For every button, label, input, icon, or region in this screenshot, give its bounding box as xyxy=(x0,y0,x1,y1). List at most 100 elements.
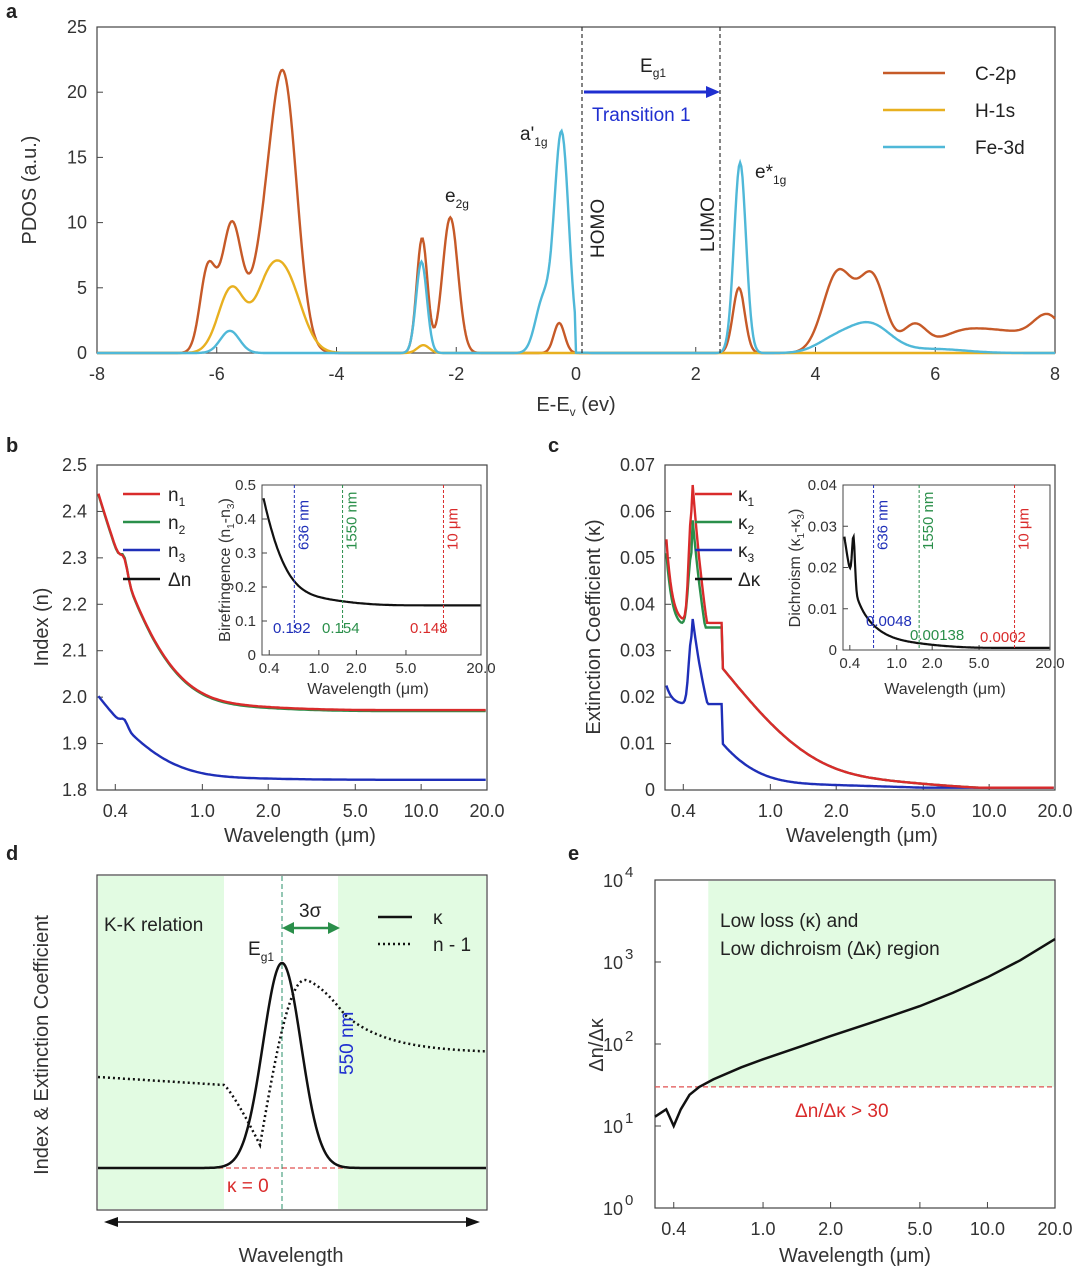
inset-marker-label: 10 μm xyxy=(444,508,461,550)
ratio-curve xyxy=(654,938,1056,1130)
panel-label-e: e xyxy=(568,843,579,865)
y-tick-label: 2.2 xyxy=(62,594,87,614)
legend-label-n-minus-1: n - 1 xyxy=(433,935,471,956)
panel-a-pdos-chart: -8 -6 -4 -2 0 2 4 6 8 0 5 10 15 20 25 HOMO LUMO Eg1 Tr… xyxy=(19,17,1060,419)
inset-x-tick-label: 20.0 xyxy=(466,660,495,677)
kappa-curve xyxy=(98,961,486,1170)
inset-marker-label: 1550 nm xyxy=(920,492,937,550)
y-tick-label: 0 xyxy=(77,343,87,363)
index-line-0 xyxy=(97,493,486,712)
panel-b-inset-xlabel: Wavelength (μm) xyxy=(307,681,429,698)
kk-region-right xyxy=(338,876,486,1209)
inset-x-tick-label: 5.0 xyxy=(969,655,990,672)
inset-x-tick-label: 1.0 xyxy=(308,660,329,677)
inset-x-tick-label: 1.0 xyxy=(886,655,907,672)
panel-c-inset-ylabel: Dichroism (κ1-κ3) xyxy=(787,509,807,628)
panel-b-inset: 0.4 1.0 2.0 5.0 20.0 0 0.1 0.2 0.3 0.4 0.5 636 nm 0… xyxy=(217,477,496,698)
x-tick-label: 1.0 xyxy=(751,1219,776,1239)
three-sigma-arrowhead-right xyxy=(328,922,340,934)
panel-b-inset-ylabel: Birefringence (n1-n3) xyxy=(217,498,237,642)
panel-b-frame xyxy=(96,464,488,791)
legend-label-k3: κ3 xyxy=(738,541,755,565)
y-tick-label: 1.9 xyxy=(62,734,87,754)
x-tick-label: 6 xyxy=(930,364,940,384)
y-tick-exponent: 0 xyxy=(625,1192,633,1209)
inset-marker-value: 0.0048 xyxy=(866,613,912,630)
x-tick-label: 10.0 xyxy=(972,801,1007,821)
extinction-line-2 xyxy=(665,484,1054,789)
inset-x-tick-label: 5.0 xyxy=(396,660,417,677)
x-tick-label: 2.0 xyxy=(256,801,281,821)
panel-e-xlabel: Wavelength (μm) xyxy=(779,1245,931,1267)
y-tick-label: 2.3 xyxy=(62,548,87,568)
inset-marker-value: 0.192 xyxy=(273,620,311,637)
panel-c-extinction-chart: 0.4 1.0 2.0 5.0 10.0 20.0 0 0.01 0.02 0.03 0.04 0.0… xyxy=(583,455,1073,847)
panel-label-b: b xyxy=(6,435,18,457)
x-tick-label: -6 xyxy=(209,364,225,384)
inset-x-tick-label: 0.4 xyxy=(839,655,860,672)
e2g-label: e2g xyxy=(445,186,469,211)
x-tick-label: 0 xyxy=(571,364,581,384)
panel-c-frame xyxy=(664,464,1056,791)
x-tick-label: -4 xyxy=(328,364,344,384)
x-tick-label: 2 xyxy=(691,364,701,384)
inset-marker-value: 0.00138 xyxy=(910,627,964,644)
x-tick-label: 8 xyxy=(1050,364,1060,384)
y-tick-label: 10 xyxy=(603,1035,623,1055)
y-tick-label: 0.06 xyxy=(620,501,655,521)
inset-y-tick-label: 0 xyxy=(829,642,837,659)
y-tick-label: 0.05 xyxy=(620,548,655,568)
legend-label-dk: Δκ xyxy=(738,570,761,591)
kappa-zero-label: κ = 0 xyxy=(227,1176,269,1197)
legend-label-dn: Δn xyxy=(168,570,191,591)
legend-label-fe3d: Fe-3d xyxy=(975,138,1025,159)
inset-x-tick-label: 0.4 xyxy=(259,660,280,677)
homo-label: HOMO xyxy=(588,199,609,258)
panel-a-ylabel: PDOS (a.u.) xyxy=(19,136,41,245)
y-tick-label: 2.1 xyxy=(62,641,87,661)
dichroism-line xyxy=(843,532,1050,649)
e1g-star-label: e*1g xyxy=(755,162,786,187)
y-tick-label: 10 xyxy=(603,1199,623,1219)
x-tick-label: 0.4 xyxy=(671,801,696,821)
y-tick-label: 2.4 xyxy=(62,501,87,521)
panel-c-ticks: 0.4 1.0 2.0 5.0 10.0 20.0 0 0.01 0.02 0.03 0.04 0.0… xyxy=(620,455,1073,821)
legend-label-c2p: C-2p xyxy=(975,64,1016,85)
y-tick-label: 0.01 xyxy=(620,734,655,754)
panel-a-xlabel: E-Ev (ev) xyxy=(536,394,615,419)
y-tick-label: 10 xyxy=(603,1117,623,1137)
legend-label-kappa: κ xyxy=(433,908,443,929)
x-tick-label: 10.0 xyxy=(970,1219,1005,1239)
x-tick-label: 1.0 xyxy=(190,801,215,821)
y-tick-label: 10 xyxy=(603,953,623,973)
pdos-line-c-2p xyxy=(97,68,1056,355)
x-tick-label: 0.4 xyxy=(661,1219,686,1239)
inset-marker-label: 636 nm xyxy=(295,500,312,550)
panel-b-ticks: 0.4 1.0 2.0 5.0 10.0 20.0 1.8 1.9 2.0 2.1 2.2 2.3 2.… xyxy=(62,455,505,821)
panel-b-legend: n1 n2 n3 Δn xyxy=(123,485,191,591)
transition-1-label: Transition 1 xyxy=(592,105,691,126)
inset-x-tick-label: 20.0 xyxy=(1035,655,1064,672)
kk-region-left xyxy=(98,876,224,1209)
y-tick-label: 2.5 xyxy=(62,455,87,475)
kk-relation-label: K-K relation xyxy=(104,915,203,936)
y-tick-label: 5 xyxy=(77,278,87,298)
y-tick-exponent: 1 xyxy=(625,1110,633,1127)
y-tick-label: 0.03 xyxy=(620,641,655,661)
transition-arrowhead xyxy=(706,86,720,98)
legend-label-k2: κ2 xyxy=(738,513,755,537)
inset-y-tick-label: 0.5 xyxy=(235,477,256,494)
y-tick-label: 10 xyxy=(603,871,623,891)
y-tick-label: 15 xyxy=(67,147,87,167)
x-tick-label: 5.0 xyxy=(911,801,936,821)
panel-b-xlabel: Wavelength (μm) xyxy=(224,825,376,847)
lumo-label: LUMO xyxy=(698,197,719,252)
panel-label-c: c xyxy=(548,435,559,457)
inset-marker-value: 0.0002 xyxy=(980,629,1026,646)
panel-c-inset-xlabel: Wavelength (μm) xyxy=(884,681,1006,698)
inset-x-tick-label: 2.0 xyxy=(922,655,943,672)
panel-c-inset-frame xyxy=(842,484,1051,651)
panel-e-ylabel: Δn/Δκ xyxy=(586,1017,608,1071)
panel-label-d: d xyxy=(6,843,18,865)
